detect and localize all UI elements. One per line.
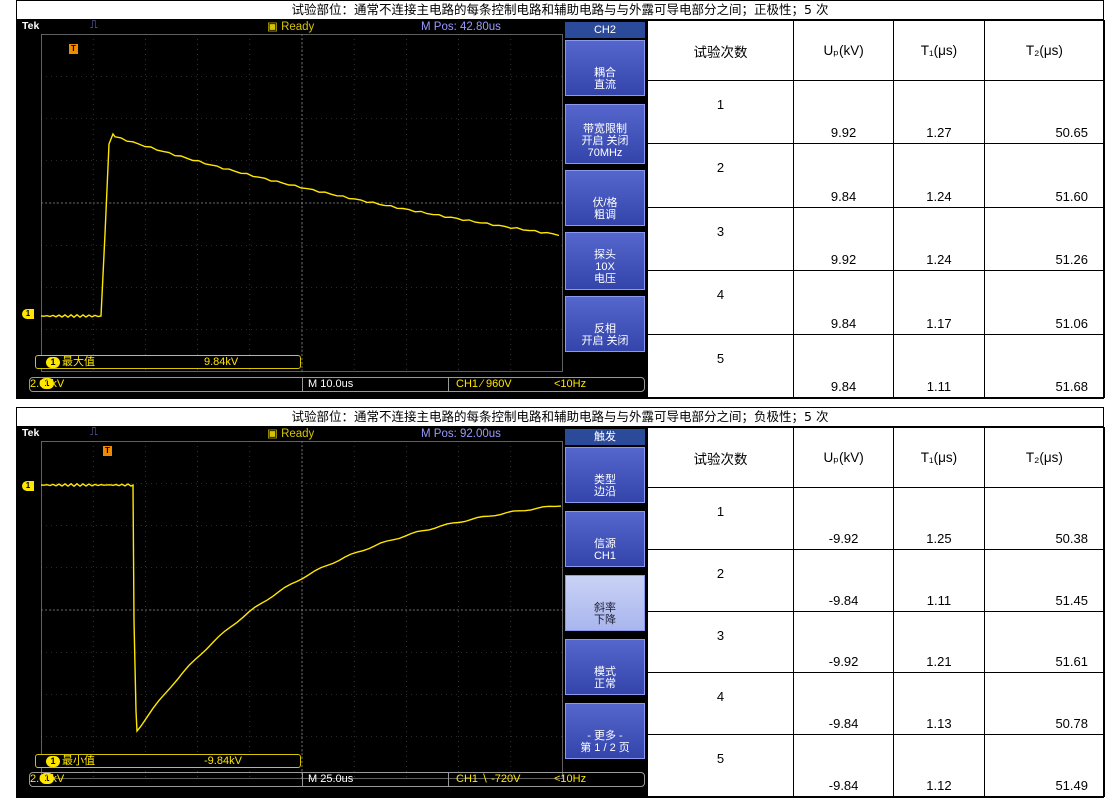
channel1-ground-marker: 1 — [22, 481, 34, 491]
col-peak-voltage: Uₚ(kV) — [792, 20, 895, 81]
waveform-trace — [41, 132, 560, 319]
horizontal-position: M Pos: 42.80us — [421, 21, 501, 33]
timebase: M 10.0us — [308, 378, 354, 390]
coupling-button[interactable]: 耦合 直流 — [565, 40, 645, 96]
measurement-readout: 1 最大值 9.84kV — [35, 355, 301, 369]
scope-top-bar: Tek ⎍ ▣ Ready M Pos: 42.80us — [17, 20, 647, 34]
trigger-frequency: <10Hz — [554, 378, 587, 390]
acquisition-status: ▣ Ready — [267, 21, 315, 33]
trigger-position-icon: T — [103, 446, 112, 456]
channel1-badge: 1 — [40, 378, 54, 389]
table-row: 3 9.92 1.24 51.26 — [647, 206, 1105, 272]
col-front-time: T₁(μs) — [893, 20, 985, 81]
table-row: 3 -9.92 1.21 51.61 — [647, 610, 1105, 674]
invert-button[interactable]: 反相 开启 关闭 — [565, 296, 645, 352]
trigger-source-button[interactable]: 信源 CH1 — [565, 511, 645, 567]
trigger-pulse-icon: ⎍ — [90, 20, 98, 31]
table-row: 1 9.92 1.27 50.65 — [647, 79, 1105, 145]
section-negative: Tek ⎍ ▣ Ready M Pos: 92.00us T 1 触发 类型 边沿… — [16, 427, 1105, 798]
results-table-negative: 试验次数 Uₚ(kV) T₁(μs) T₂(μs) 1 -9.92 1.25 50.3… — [647, 427, 1105, 797]
col-tail-time: T₂(μs) — [983, 20, 1105, 81]
side-menu-trigger: 触发 类型 边沿 信源 CH1 斜率 下降 模式 正常 - 更多 -第 1 / 2 页 — [563, 427, 647, 797]
side-menu-ch2: CH2 耦合 直流 带宽限制 开启 关闭 70MHz 伏/格 粗调 探头 10X 电压 反相… — [563, 20, 647, 398]
waveform-graticule — [41, 34, 563, 372]
channel1-badge: 1 — [40, 773, 54, 784]
channel1-ground-marker: 1 — [22, 309, 34, 319]
section-positive: Tek ⎍ ▣ Ready M Pos: 42.80us T 1 CH2 耦合直… — [16, 20, 1105, 399]
menu-title: CH2 — [565, 22, 645, 38]
table-row: 2 9.84 1.24 51.60 — [647, 143, 1105, 208]
brand-logo: Tek — [22, 20, 40, 32]
section-header-negative: 试验部位：通常不连接主电路的每条控制电路和辅助电路与与外露可导电部分之间；负极性… — [16, 407, 1104, 427]
acquisition-status: ▣ Ready — [267, 428, 315, 440]
oscilloscope-screenshot-negative: Tek ⎍ ▣ Ready M Pos: 92.00us T 1 触发 类型 边沿… — [17, 427, 647, 797]
timebase: M 25.0us — [308, 773, 354, 785]
scope-top-bar: Tek ⎍ ▣ Ready M Pos: 92.00us — [17, 427, 647, 441]
results-table-positive: 试验次数 Uₚ(kV) T₁(μs) T₂(μs) 1 9.92 1.27 50.65… — [647, 20, 1105, 399]
vertical-scale: 2.00kV — [30, 378, 65, 390]
trigger-pulse-icon: ⎍ — [90, 427, 98, 438]
probe-button[interactable]: 探头 10X 电压 — [565, 232, 645, 290]
measurement-value: 9.84kV — [204, 356, 239, 368]
section-header-positive: 试验部位：通常不连接主电路的每条控制电路和辅助电路与与外露可导电部分之间；正极性… — [16, 0, 1104, 20]
table-row: 5 -9.84 1.12 51.49 — [647, 734, 1105, 797]
table-row: 2 -9.84 1.11 51.45 — [647, 548, 1105, 612]
table-row: 4 9.84 1.17 51.06 — [647, 270, 1105, 335]
trigger-position-icon: T — [69, 44, 78, 54]
channel1-badge: 1 — [46, 357, 60, 368]
table-header-row: 试验次数 Uₚ(kV) T₁(μs) T₂(μs) — [647, 20, 1105, 81]
trigger-frequency: <10Hz — [554, 773, 587, 785]
menu-title: 触发 — [565, 429, 645, 445]
col-test-count: 试验次数 — [647, 20, 794, 81]
waveform-trace — [41, 482, 562, 733]
trigger-level: CH1 ⁄ 960V — [456, 378, 512, 390]
table-header-row: 试验次数 Uₚ(kV) T₁(μs) T₂(μs) — [647, 427, 1105, 488]
col-tail-time: T₂(μs) — [983, 427, 1105, 488]
volts-per-div-button[interactable]: 伏/格 粗调 — [565, 170, 645, 226]
measurement-value: -9.84kV — [204, 755, 242, 767]
trigger-slope-button[interactable]: 斜率 下降 — [565, 575, 645, 631]
graticule-frame — [41, 34, 563, 372]
table-row: 5 9.84 1.11 51.68 — [647, 333, 1105, 399]
more-menu-button[interactable]: - 更多 -第 1 / 2 页 — [565, 703, 645, 759]
bandwidth-limit-button[interactable]: 带宽限制 开启 关闭 70MHz — [565, 104, 645, 164]
channel1-badge: 1 — [46, 756, 60, 767]
trigger-type-button[interactable]: 类型 边沿 — [565, 447, 645, 503]
trigger-mode-button[interactable]: 模式 正常 — [565, 639, 645, 695]
vertical-scale: 2.00kV — [30, 773, 65, 785]
brand-logo: Tek — [22, 427, 40, 439]
scope-status-bar: 1 2.00kV M 10.0us CH1 ⁄ 960V <10Hz — [29, 377, 645, 392]
table-row: 1 -9.92 1.25 50.38 — [647, 487, 1105, 550]
waveform-graticule — [41, 441, 563, 779]
oscilloscope-screenshot-positive: Tek ⎍ ▣ Ready M Pos: 42.80us T 1 CH2 耦合直… — [17, 20, 647, 398]
scope-status-bar: 1 2.00kV M 25.0us CH1 ∖ -720V <10Hz — [29, 772, 645, 787]
col-test-count: 试验次数 — [647, 427, 794, 488]
trigger-level: CH1 ∖ -720V — [456, 773, 521, 785]
horizontal-position: M Pos: 92.00us — [421, 428, 501, 440]
col-peak-voltage: Uₚ(kV) — [792, 427, 895, 488]
measurement-readout: 1 最小值 -9.84kV — [35, 754, 301, 768]
table-row: 4 -9.84 1.13 50.78 — [647, 672, 1105, 736]
col-front-time: T₁(μs) — [893, 427, 985, 488]
